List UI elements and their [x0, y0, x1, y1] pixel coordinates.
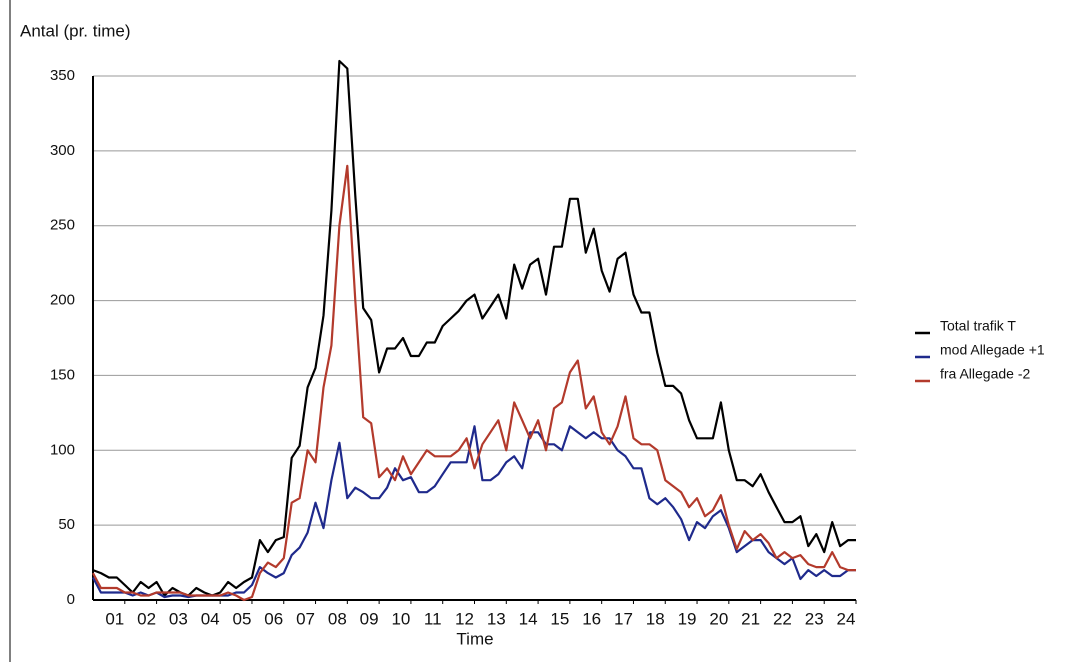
x-tick-label: 16	[582, 609, 601, 628]
x-tick-label: 03	[169, 609, 188, 628]
x-tick-label: 19	[678, 609, 697, 628]
legend-label: Total trafik T	[940, 318, 1016, 334]
line-series	[92, 425, 856, 599]
x-tick-label: 15	[550, 609, 569, 628]
x-tick-label: 21	[741, 609, 760, 628]
x-tick-label: 04	[201, 609, 220, 628]
x-tick-label: 20	[709, 609, 728, 628]
x-tick-label: 08	[328, 609, 347, 628]
x-tick-label: 18	[646, 609, 665, 628]
x-tick-label: 02	[137, 609, 156, 628]
y-tick-label: 50	[58, 516, 75, 533]
y-tick-label: 350	[50, 67, 75, 84]
y-tick-label: 300	[50, 142, 75, 159]
legend-label: mod Allegade +1	[940, 342, 1045, 358]
x-tick-label: 05	[232, 609, 251, 628]
y-tick-label: 250	[50, 217, 75, 234]
y-tick-label: 200	[50, 292, 75, 309]
x-tick-label: 06	[264, 609, 283, 628]
x-tick-label: 11	[424, 609, 442, 628]
x-tick-label: 14	[519, 609, 538, 628]
x-tick-label: 17	[614, 609, 633, 628]
x-tick-label: 01	[105, 609, 124, 628]
x-axis-label: Time	[456, 629, 493, 648]
x-tick-label: 12	[455, 609, 474, 628]
y-tick-label: 150	[50, 366, 75, 383]
x-tick-label: 22	[773, 609, 792, 628]
line-series	[92, 59, 856, 597]
x-tick-label: 13	[487, 609, 506, 628]
x-tick-label: 10	[391, 609, 410, 628]
x-tick-label: 23	[805, 609, 824, 628]
y-tick-label: 0	[67, 591, 75, 608]
legend-label: fra Allegade -2	[940, 366, 1030, 382]
line-series	[92, 164, 856, 602]
y-tick-label: 100	[50, 441, 75, 458]
x-tick-label: 09	[360, 609, 379, 628]
x-tick-label: 07	[296, 609, 315, 628]
x-tick-label: 24	[837, 609, 856, 628]
y-axis-label: Antal (pr. time)	[20, 21, 131, 40]
